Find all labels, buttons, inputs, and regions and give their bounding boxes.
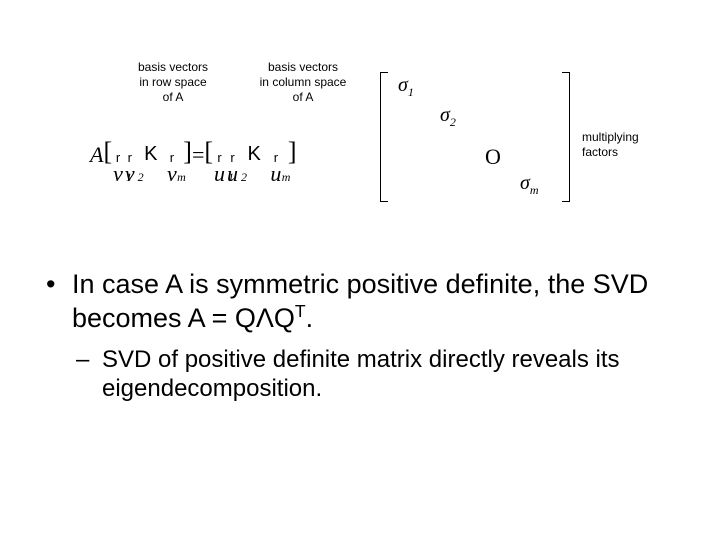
annotation-col-space: basis vectorsin column spaceof A — [248, 60, 358, 105]
matrix-bracket-right — [562, 72, 570, 202]
vec-um: ru — [270, 155, 281, 185]
eq-lbracket2: [ — [204, 137, 213, 166]
vec-v1: rv — [113, 155, 123, 185]
annotation-row-space: basis vectorsin row spaceof A — [128, 60, 218, 105]
eq-rbracket1: ] — [183, 137, 192, 166]
bullet-main-text-post: . — [306, 303, 314, 333]
bullet-sub: SVD of positive definite matrix directly… — [76, 345, 680, 404]
bullet-main-sup: T — [295, 301, 306, 321]
eq-rbracket2: ] — [288, 137, 297, 166]
eq-A: A — [90, 142, 103, 167]
sigma-matrix: σ1 σ2 O σm — [380, 72, 570, 202]
bullet-sub-text: SVD of positive definite matrix directly… — [102, 346, 620, 402]
eq-K1: K — [144, 143, 157, 165]
vec-u2: ru — [227, 155, 238, 185]
bullet-main: In case A is symmetric positive definite… — [46, 268, 680, 335]
eq-lbracket: [ — [103, 137, 112, 166]
eq-equals: = — [192, 142, 204, 167]
vec-v2: rv — [125, 155, 135, 185]
vec-vm: rv — [167, 155, 177, 185]
bullet-list: In case A is symmetric positive definite… — [46, 268, 680, 403]
sigma-1: σ1 — [398, 74, 414, 100]
annotation-mult-factors: multiplyingfactors — [582, 130, 662, 160]
sigma-m: σm — [520, 172, 539, 198]
matrix-bracket-left — [380, 72, 388, 202]
sigma-2: σ2 — [440, 104, 456, 130]
eq-K2: K — [248, 143, 261, 165]
svd-equation: A[rv1rv2 K rvm ]=[ru1ru2 K rum ] — [90, 112, 297, 212]
bullet-main-text-pre: In case A is symmetric positive definite… — [72, 269, 648, 333]
sigma-ddots: O — [485, 144, 501, 170]
vec-u1: ru — [214, 155, 225, 185]
